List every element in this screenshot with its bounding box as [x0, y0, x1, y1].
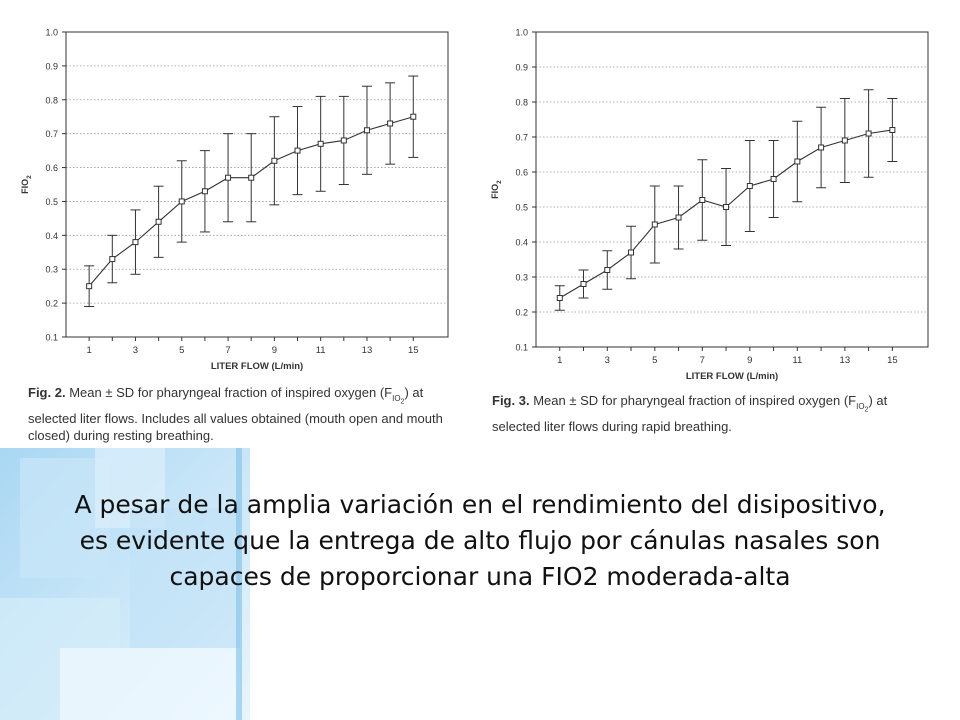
chart-fig2-svg: 0.10.20.30.40.50.60.70.80.91.01 3 5 7 9 11 13 1… [20, 28, 449, 372]
caption-fig2-text2: ) at selected liter flows. Includes all … [28, 385, 443, 444]
fig2-data-point [225, 174, 232, 181]
fig3-ylabel-sub: 2 [496, 180, 503, 184]
caption-fig2: Fig. 2. Mean ± SD for pharyngeal fractio… [28, 384, 458, 444]
decorative-blue-panels [0, 448, 250, 720]
slide-body-text: A pesar de la amplia variación en el ren… [74, 490, 886, 591]
fig2-data-point [248, 174, 255, 181]
caption-fig2-sub: IO [392, 393, 401, 403]
fig2-plot-frame [65, 31, 449, 338]
fig2-data-point [86, 283, 93, 290]
fig3-xtick-label: 1 [557, 355, 562, 366]
caption-fig3-sub: IO [856, 401, 865, 411]
fig3-xtick-label: 5 [652, 355, 657, 366]
fig2-ytick-label: 0.9 [45, 61, 58, 71]
fig3-data-point [770, 176, 777, 182]
fig2-ytick-label: 0.6 [45, 163, 58, 173]
fig3-ytick-label: 0.4 [515, 238, 528, 248]
fig3-ytick-label: 0.1 [515, 343, 528, 353]
fig3-data-point [723, 204, 730, 210]
fig3-data-point [794, 158, 801, 165]
fig2-data-point [271, 157, 278, 164]
caption-fig3-text: Mean ± SD for pharyngeal fraction of ins… [533, 393, 857, 408]
fig2-data-point [109, 256, 116, 263]
fig2-xtick-label: 5 [179, 345, 184, 356]
caption-fig2-sub2: 2 [400, 398, 405, 406]
caption-fig2-text: Mean ± SD for pharyngeal fraction of ins… [69, 385, 393, 400]
fig3-data-point [818, 144, 825, 151]
fig3-ytick-label: 0.6 [515, 168, 528, 178]
fig2-xlabel: LITER FLOW (L/min) [211, 361, 303, 372]
fig2-data-point [155, 218, 162, 225]
fig3-data-point [580, 281, 587, 287]
caption-fig3-label: Fig. 3. [492, 393, 530, 408]
chart-fig3: 0.1 0.2 0.3 0.4 0.5 0.6 0.7 0.8 0.9 1.0 1 3 5 7 9 11 13 1… [480, 0, 950, 390]
fig2-xtick-label: 15 [408, 345, 419, 356]
fig2-ytick-label: 1.0 [45, 28, 58, 38]
fig3-data-point [865, 130, 872, 137]
fig2-ytick-label: 0.7 [45, 129, 58, 139]
fig3-plot-frame [535, 31, 929, 348]
caption-fig3: Fig. 3. Mean ± SD for pharyngeal fractio… [492, 392, 932, 435]
fig2-xtick-label: 13 [362, 345, 373, 356]
fig3-data-point [889, 127, 896, 133]
caption-fig3-sub2: 2 [864, 406, 869, 414]
fig3-data-point [841, 137, 848, 144]
fig2-xtick-label: 7 [225, 345, 230, 356]
fig3-xtick-label: 7 [700, 355, 705, 366]
fig3-data-point [556, 295, 563, 301]
fig3-xtick-label: 13 [840, 355, 851, 366]
chart-fig2: 0.1 0.2 0.3 0.4 0.5 0.6 0.7 0.8 0.9 1.0 1 3 5 7 9 11 13 1… [0, 0, 470, 380]
fig2-data-point [363, 127, 370, 134]
fig2-ytick-label: 0.4 [45, 231, 58, 241]
fig2-ytick-label: 0.3 [45, 265, 58, 275]
fig3-xtick-label: 9 [747, 355, 752, 366]
fig2-ytick-label: 0.2 [45, 299, 58, 309]
fig3-xtick-label: 3 [605, 355, 610, 366]
fig2-xtick-label: 1 [87, 345, 92, 356]
fig3-ytick-label: 0.3 [515, 273, 528, 283]
fig2-ylabel-sub: 2 [26, 175, 33, 179]
fig2-data-point [178, 198, 185, 205]
fig2-data-point [132, 239, 139, 246]
fig2-data-point [410, 113, 417, 120]
fig2-xtick-label: 3 [133, 345, 138, 356]
caption-fig2-label: Fig. 2. [28, 385, 66, 400]
fig3-ytick-label: 0.5 [515, 203, 528, 213]
fig2-ytick-label: 0.8 [45, 95, 58, 105]
fig2-xtick-label: 11 [316, 345, 326, 356]
fig2-data-point [201, 188, 208, 195]
fig3-ytick-label: 0.7 [515, 133, 528, 143]
caption-fig3-text2: ) at selected liter flows during rapid b… [492, 393, 888, 435]
fig2-ylabel: FIO2 [20, 175, 33, 194]
fig3-ytick-label: 1.0 [515, 28, 528, 38]
fig2-data-point [294, 147, 301, 154]
fig2-xtick-label: 9 [272, 345, 277, 356]
fig2-data-point [317, 140, 324, 147]
fig3-data-point [675, 214, 682, 221]
chart-fig3-svg: 0.10.20.30.40.50.60.70.80.91.01 3 5 7 9 11 13 1… [490, 28, 929, 382]
fig3-ytick-label: 0.8 [515, 98, 528, 108]
fig3-data-point [628, 249, 635, 256]
fig3-data-point [746, 183, 753, 189]
fig3-ytick-label: 0.2 [515, 308, 528, 318]
fig3-ytick-label: 0.9 [515, 63, 528, 73]
fig2-data-point [387, 120, 394, 127]
fig3-data-point [604, 267, 611, 273]
fig3-xtick-label: 11 [792, 355, 802, 366]
fig3-data-point [699, 197, 706, 203]
fig3-xlabel: LITER FLOW (L/min) [686, 371, 778, 382]
fig3-data-point [651, 221, 658, 228]
fig2-ytick-label: 0.1 [45, 333, 58, 343]
fig2-ytick-label: 0.5 [45, 197, 58, 207]
fig3-xtick-label: 15 [887, 355, 898, 366]
fig2-data-point [340, 137, 347, 144]
fig3-ylabel: FIO2 [490, 180, 503, 199]
